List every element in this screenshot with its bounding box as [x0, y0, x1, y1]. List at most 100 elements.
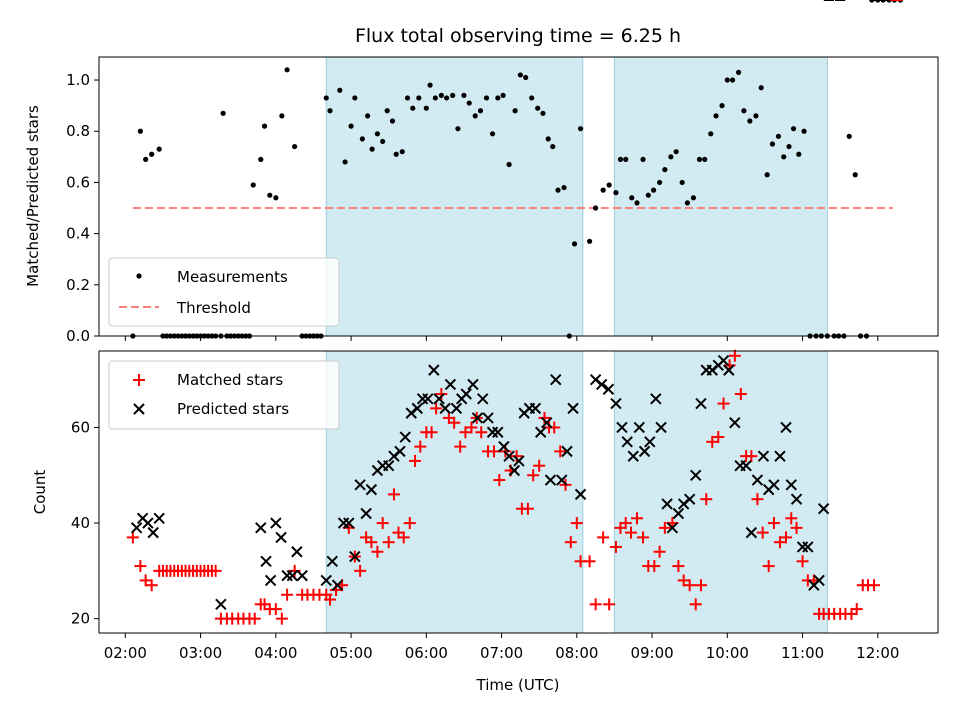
matched-star-point	[796, 555, 809, 568]
measurement-point	[729, 77, 736, 83]
measurement-point	[393, 151, 399, 157]
measurement-point	[702, 156, 708, 162]
top-y-axis: 0.0 0.2 0.4 0.6 0.8 1.0	[66, 71, 99, 345]
predicted-star-point	[745, 526, 758, 539]
predicted-star-point	[672, 507, 685, 520]
matched-star-point	[414, 440, 427, 453]
measurement-point	[735, 69, 742, 75]
matched-star-point	[324, 593, 337, 606]
measurement-point	[149, 151, 155, 157]
matched-star-point	[624, 526, 637, 539]
matched-star-point	[538, 411, 551, 424]
measurement-point	[613, 190, 619, 196]
top-legend-box	[108, 257, 340, 327]
measurement-point	[267, 192, 273, 198]
matched-star-point	[694, 579, 707, 592]
measurement-point	[775, 133, 782, 139]
measurement-point	[662, 167, 668, 173]
matched-star-point	[145, 579, 158, 592]
x-tick-label: 02:00	[104, 644, 147, 662]
predicted-star-point	[471, 412, 484, 424]
matched-star-point	[637, 531, 650, 544]
matched-star-point	[756, 526, 769, 539]
measurement-point	[561, 184, 567, 191]
predicted-star-stroke-b	[544, 474, 557, 486]
predicted-star-point	[790, 493, 803, 505]
matched-star-point	[648, 560, 661, 573]
predicted-star-stroke-b	[215, 598, 227, 611]
matched-star-point	[706, 435, 719, 448]
predicted-star-point	[717, 354, 730, 367]
predicted-star-point	[751, 474, 764, 486]
predicted-star-point	[439, 402, 451, 415]
top-y-tick-label: 0.6	[66, 173, 90, 191]
predicted-star-stroke-b	[633, 421, 645, 434]
measurement-point	[640, 156, 646, 162]
matched-star-point	[435, 388, 448, 401]
matched-star-point	[488, 445, 501, 458]
predicted-star-stroke-b	[595, 378, 608, 391]
bottom-y-axis: 20 40 60	[71, 418, 99, 628]
matched-star-point	[564, 536, 577, 549]
predicted-star-stroke-b	[411, 402, 424, 415]
matched-star-point	[510, 450, 523, 463]
predicted-star-point	[450, 402, 463, 415]
predicted-star-stroke-b	[498, 440, 510, 453]
predicted-star-stroke-b	[729, 416, 741, 429]
predicted-star-stroke-b	[439, 402, 451, 415]
predicted-star-point	[655, 421, 667, 434]
measurement-point	[529, 95, 535, 101]
predicted-star-point	[326, 555, 338, 568]
predicted-star-point	[780, 421, 792, 434]
measurement-point	[758, 85, 764, 91]
matched-star-point	[689, 598, 702, 611]
predicted-star-point	[477, 393, 489, 405]
x-tick-label: 06:00	[405, 644, 448, 662]
measurement-point	[477, 108, 484, 114]
x-tick-label: 03:00	[179, 644, 222, 662]
predicted-star-point	[529, 402, 542, 415]
predicted-star-stroke-b	[354, 479, 366, 491]
predicted-star-stroke-b	[428, 364, 440, 376]
measurement-point	[673, 149, 679, 155]
measurement-point	[852, 172, 858, 178]
measurement-point	[455, 126, 461, 132]
predicted-star-point	[411, 402, 424, 415]
predicted-star-stroke-b	[768, 479, 780, 491]
predicted-star-stroke-b	[802, 541, 814, 553]
measurement-point	[724, 77, 730, 83]
predicted-star-stroke-b	[467, 378, 479, 391]
measurement-point	[389, 118, 396, 124]
matched-star-point	[785, 512, 798, 525]
matched-star-point	[700, 493, 713, 506]
predicted-star-point	[270, 517, 282, 529]
predicted-star-stroke-b	[751, 474, 764, 486]
top-legend: Measurements Threshold	[108, 257, 340, 327]
top-y-tick-label: 0.2	[66, 276, 90, 294]
measurement-point	[684, 200, 691, 206]
predicted-star-stroke-b	[343, 517, 355, 529]
predicted-star-stroke-b	[460, 388, 472, 400]
matched-star-point	[583, 555, 596, 568]
matched-star-point	[658, 521, 671, 534]
measurement-point	[427, 82, 433, 88]
top-y-tick-label: 0.8	[66, 122, 90, 140]
predicted-star-point	[695, 397, 707, 410]
matched-star-point	[683, 579, 696, 592]
predicted-star-point	[817, 503, 830, 515]
predicted-star-stroke-b	[689, 469, 702, 481]
matched-star-point	[751, 493, 764, 506]
matched-star-point	[717, 397, 730, 410]
measurement-point	[423, 105, 429, 111]
matched-star-point	[762, 560, 775, 573]
matched-star-point	[767, 517, 780, 530]
measurement-point	[606, 182, 612, 188]
predicted-star-stroke-b	[695, 397, 707, 410]
predicted-star-stroke-b	[529, 402, 542, 415]
measurement-point	[450, 92, 456, 98]
measurement-point	[404, 95, 411, 101]
matched-star-point	[387, 488, 400, 501]
predicted-star-point	[556, 474, 568, 486]
predicted-star-point	[550, 373, 562, 386]
